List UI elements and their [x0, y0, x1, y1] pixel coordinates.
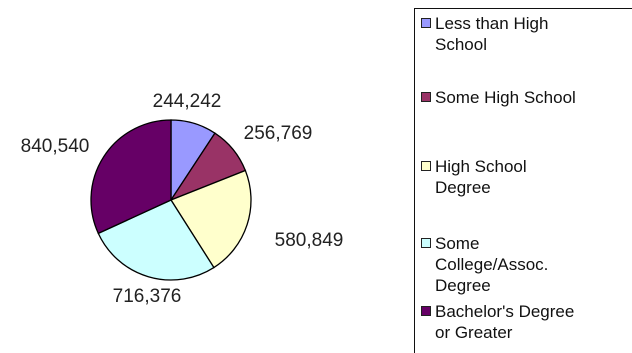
data-label-some-college: 716,376	[113, 286, 182, 307]
legend-label-less-than-high-school: Less than High School	[435, 14, 549, 54]
legend-swatch-less-than-high-school	[421, 18, 431, 28]
data-label-bachelors: 840,540	[21, 136, 90, 157]
pie-chart-svg: 244,242 256,769 580,849 716,376 840,540	[21, 91, 344, 307]
legend-swatch-some-college	[421, 238, 431, 248]
data-label-less-than-high-school: 244,242	[153, 91, 222, 112]
pie-slice-high-school-degree	[170, 169, 252, 269]
legend-swatch-high-school-degree	[421, 161, 431, 171]
legend-swatch-some-high-school	[421, 92, 431, 102]
legend-label-bachelors: Bachelor's Degree or Greater	[435, 302, 575, 342]
data-label-some-high-school: 256,769	[244, 123, 313, 144]
legend-item-less-than-high-school: Less than High School	[421, 13, 632, 55]
legend-item-high-school-degree: High School Degree	[421, 156, 632, 198]
legend-item-bachelors: Bachelor's Degree or Greater	[421, 301, 632, 343]
legend-item-some-college: Some College/Assoc. Degree	[421, 233, 632, 296]
legend-item-some-high-school: Some High School	[421, 87, 632, 108]
legend-label-high-school-degree: High School Degree	[435, 157, 527, 197]
pie-slice-bachelors	[90, 119, 172, 235]
legend-label-some-high-school: Some High School	[435, 88, 576, 107]
legend-label-some-college: Some College/Assoc. Degree	[435, 234, 549, 295]
pie-chart: 244,242 256,769 580,849 716,376 840,540	[21, 91, 344, 307]
legend: Less than High School Some High School H…	[414, 8, 632, 353]
legend-swatch-bachelors	[421, 306, 431, 316]
data-label-high-school-degree: 580,849	[275, 230, 344, 251]
pie-slice-some-college	[97, 199, 215, 281]
